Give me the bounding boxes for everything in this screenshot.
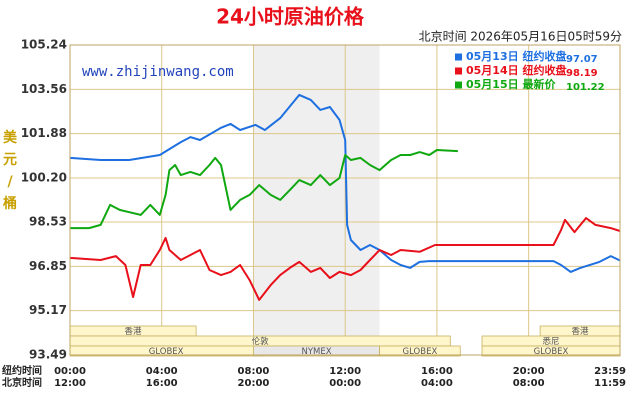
y-tick-label: 103.56 — [21, 82, 67, 96]
y-tick-label: 100.20 — [21, 170, 67, 184]
y-tick-label: 98.53 — [29, 215, 67, 229]
session-label: 悉尼 — [543, 336, 560, 347]
x2-tick-label: 08:00 — [513, 378, 545, 389]
y-tick-label: 105.24 — [21, 38, 67, 52]
session-shade — [253, 45, 380, 355]
x-axis-title: 纽约时间 — [2, 364, 42, 377]
legend-label: 05月15日 最新价 — [466, 77, 556, 91]
legend-label: 05月13日 纽约收盘 — [466, 49, 566, 63]
x2-tick-label: 11:59 — [594, 378, 626, 389]
series-line — [69, 93, 621, 273]
x2-tick-label: 00:00 — [329, 378, 361, 389]
session-label: NYMEX — [301, 347, 331, 357]
y-tick-label: 95.17 — [29, 303, 67, 317]
session-label: 香港 — [125, 326, 143, 337]
y-axis-title: 美元/桶 — [3, 129, 18, 212]
session-label: GLOBEX — [403, 347, 438, 357]
series-line — [70, 149, 458, 230]
legend-value: 97.07 — [566, 54, 598, 65]
x-tick-label: 04:00 — [146, 366, 178, 377]
x-tick-label: 16:00 — [421, 366, 453, 377]
x2-tick-label: 12:00 — [54, 378, 86, 389]
x-tick-label: 08:00 — [238, 366, 270, 377]
x2-axis-title: 北京时间 — [2, 376, 42, 389]
x2-tick-label: 16:00 — [146, 378, 178, 389]
y-tick-label: 96.85 — [29, 259, 67, 273]
x2-tick-label: 20:00 — [238, 378, 270, 389]
session-label: GLOBEX — [149, 347, 184, 357]
chart-title: 24小时原油价格 — [216, 5, 365, 29]
y-tick-label: 93.49 — [29, 348, 67, 362]
legend-label: 05月14日 纽约收盘 — [466, 63, 566, 77]
x-tick-label: 00:00 — [54, 366, 86, 377]
legend-marker — [455, 81, 462, 89]
x-tick-label: 23:59 — [594, 366, 626, 377]
series-line — [69, 217, 621, 301]
legend-value: 101.22 — [566, 82, 605, 93]
session-label: GLOBEX — [534, 347, 569, 357]
watermark: www.zhijinwang.com — [82, 64, 234, 80]
y-tick-label: 101.88 — [21, 126, 67, 140]
legend-marker — [455, 53, 462, 61]
x2-tick-label: 04:00 — [421, 378, 453, 389]
session-bar — [379, 345, 461, 357]
plot-frame — [69, 44, 621, 356]
legend-marker — [455, 67, 462, 75]
x-tick-label: 12:00 — [329, 366, 361, 377]
x-tick-label: 20:00 — [513, 366, 545, 377]
session-label: 香港 — [572, 326, 590, 337]
legend-value: 98.19 — [566, 68, 598, 79]
subtitle: 北京时间 2026年05月16日05时59分 — [419, 30, 622, 44]
session-label: 伦敦 — [252, 336, 270, 347]
